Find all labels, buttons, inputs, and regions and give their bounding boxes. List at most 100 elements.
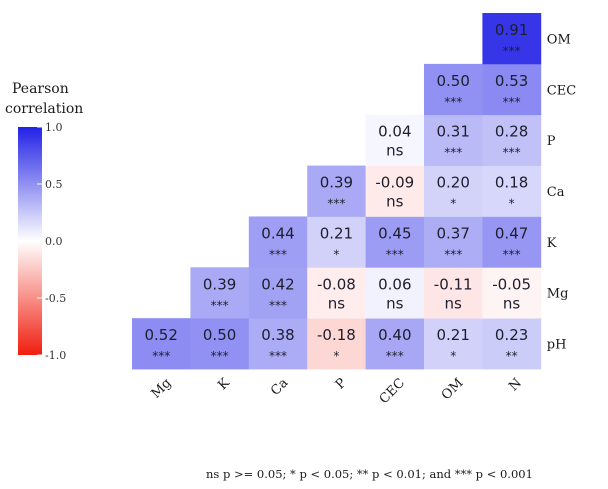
cell-value-label: -0.05 [492, 275, 531, 293]
heatmap-cell: 0.28 *** [482, 114, 542, 166]
cell-value-label: 0.28 [495, 123, 528, 141]
cell-value-label: 0.47 [495, 224, 528, 242]
cell-value-label: -0.18 [317, 326, 356, 344]
cell-significance-label: *** [503, 95, 521, 109]
y-axis-label: OM [547, 32, 571, 47]
legend-tick-label: 1.0 [45, 121, 63, 134]
cell-significance-label: * [509, 197, 515, 211]
heatmap-cell-fill [365, 267, 425, 319]
heatmap-cell-fill [482, 318, 542, 370]
heatmap-cell: 0.44 *** [248, 216, 308, 268]
heatmap-cell-fill [132, 318, 191, 370]
cell-value-label: 0.21 [320, 224, 353, 242]
cell-significance-label: *** [503, 44, 521, 58]
cell-value-label: 0.37 [436, 224, 469, 242]
cell-significance-label: *** [269, 247, 287, 261]
cell-significance-label: * [333, 247, 339, 261]
heatmap-cell-fill [365, 114, 425, 166]
cell-significance-label: *** [211, 298, 229, 312]
heatmap-cell: 0.20 * [424, 165, 483, 217]
cell-significance-label: *** [386, 247, 404, 261]
cell-significance-label: ns [328, 294, 346, 312]
heatmap-cell: 0.53 *** [482, 63, 542, 116]
heatmap-cell: -0.18 * [307, 318, 366, 370]
cell-significance-label: ns [445, 294, 463, 312]
heatmap-cells: 0.52***0.50***0.38***-0.18*0.40***0.21*0… [132, 13, 542, 370]
legend-tick-label: 0.5 [45, 178, 63, 191]
cell-significance-label: *** [327, 197, 345, 211]
heatmap-cell: 0.50 *** [190, 318, 250, 370]
x-axis-label: K [215, 375, 233, 393]
cell-value-label: 0.52 [144, 326, 177, 344]
legend-title-line-2: correlation [5, 101, 83, 117]
cell-value-label: 0.21 [436, 326, 469, 344]
cell-significance-label: *** [503, 146, 521, 160]
cell-value-label: 0.38 [261, 326, 294, 344]
heatmap-cell-fill [482, 216, 542, 268]
heatmap-cell: 0.21 * [307, 216, 366, 268]
legend-tick-label: 0.0 [45, 235, 63, 248]
cell-value-label: 0.53 [495, 72, 528, 90]
cell-value-label: -0.08 [317, 275, 356, 293]
cell-value-label: 0.50 [436, 72, 469, 90]
heatmap-cell-fill [424, 216, 483, 268]
cell-value-label: 0.04 [378, 123, 411, 141]
heatmap-cell-fill [482, 63, 542, 116]
heatmap-cell-fill [248, 318, 308, 370]
cell-significance-label: *** [269, 298, 287, 312]
heatmap-cell: 0.23 ** [482, 318, 542, 370]
y-axis-label: pH [547, 338, 567, 353]
x-axis-label: Mg [149, 376, 175, 402]
legend: Pearson correlation 1.0 0.5 0.0 -0.5 -1.0 [5, 81, 83, 362]
heatmap-cell-fill [307, 216, 366, 268]
heatmap-cell-fill [365, 318, 425, 370]
legend-title-line-1: Pearson [12, 81, 69, 97]
cell-significance-label: *** [444, 247, 462, 261]
y-axis-label: Ca [547, 185, 565, 200]
cell-significance-label: * [450, 349, 456, 363]
cell-significance-label: ns [503, 294, 521, 312]
cell-significance-label: ** [506, 349, 518, 363]
heatmap-cell-fill [307, 318, 366, 370]
significance-footnote: ns p >= 0.05; * p < 0.05; ** p < 0.01; a… [206, 467, 533, 481]
heatmap-cell-fill [190, 267, 250, 319]
heatmap-cell-fill [424, 63, 483, 116]
heatmap-cell-fill [248, 267, 308, 319]
heatmap-cell: 0.31 *** [424, 114, 483, 166]
cell-value-label: 0.39 [203, 275, 236, 293]
heatmap-cell-fill [424, 165, 483, 217]
heatmap-cell-fill [482, 267, 542, 319]
heatmap-cell-fill [365, 165, 425, 217]
x-axis-labels: Mg K Ca P CEC OM N [149, 375, 525, 407]
heatmap-cell: 0.42 *** [248, 267, 308, 319]
y-axis-label: CEC [547, 83, 576, 98]
cell-value-label: 0.40 [378, 326, 411, 344]
cell-value-label: -0.11 [434, 275, 473, 293]
heatmap-cell-fill [248, 216, 308, 268]
heatmap-cell-fill [482, 114, 542, 166]
cell-significance-label: ns [386, 294, 404, 312]
cell-significance-label: *** [386, 349, 404, 363]
cell-significance-label: * [333, 349, 339, 363]
heatmap-cell-fill [424, 267, 483, 319]
cell-value-label: 0.31 [436, 123, 469, 141]
cell-value-label: 0.45 [378, 224, 411, 242]
cell-value-label: 0.18 [495, 174, 528, 192]
heatmap-cell: 0.91 *** [482, 13, 542, 65]
heatmap-cell-fill [482, 13, 542, 65]
heatmap-cell: 0.18 * [482, 165, 542, 217]
cell-value-label: 0.20 [436, 174, 469, 192]
heatmap-cell-fill [482, 165, 542, 217]
heatmap-cell: 0.52 *** [132, 318, 191, 370]
x-axis-label: OM [439, 376, 467, 404]
heatmap-cell: 0.47 *** [482, 216, 542, 268]
cell-significance-label: *** [152, 349, 170, 363]
heatmap-cell: 0.50 *** [424, 63, 483, 116]
heatmap-cell: 0.38 *** [248, 318, 308, 370]
cell-value-label: 0.44 [261, 224, 294, 242]
x-axis-label: N [506, 376, 525, 395]
